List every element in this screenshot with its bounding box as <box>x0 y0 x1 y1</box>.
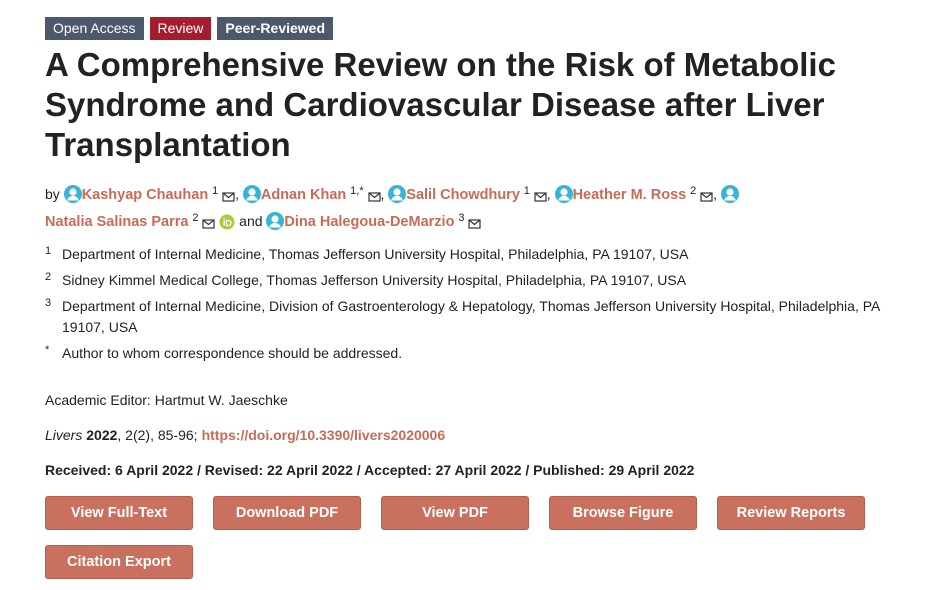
badge: Open Access <box>45 17 144 40</box>
author-affiliation: 3 <box>458 212 465 224</box>
email-icon-svg <box>700 192 713 202</box>
author: Heather M. Ross 2 , <box>554 185 717 203</box>
author: Salil Chowdhury 1 , <box>388 185 551 203</box>
doi-link[interactable]: https://doi.org/10.3390/livers2020006 <box>201 427 446 443</box>
email-icon-svg <box>367 192 381 202</box>
email-icon[interactable] <box>367 187 381 210</box>
buttons: View Full-Text Download PDF View PDF Browse… <box>45 496 905 579</box>
affiliation-text: Author to whom correspondence should be … <box>62 345 403 361</box>
email-icon-svg <box>222 192 235 202</box>
author-name[interactable]: Salil Chowdhury <box>406 187 520 203</box>
badge: Review <box>149 17 212 40</box>
author-affiliation: 1 <box>212 185 219 197</box>
orcid-icon-svg <box>219 214 235 230</box>
and: and <box>239 213 263 229</box>
affiliation-mark: 1 <box>45 245 52 257</box>
author-icon <box>242 185 261 210</box>
badge: Peer-Reviewed <box>217 17 334 40</box>
author: Natalia Salinas Parra 2 <box>45 185 739 230</box>
email-icon[interactable] <box>202 214 215 237</box>
email-icon[interactable] <box>468 214 481 237</box>
affiliation-mark: 3 <box>45 297 52 309</box>
email-icon-svg <box>202 219 215 229</box>
author-affiliation: 2 <box>690 185 697 197</box>
author-name[interactable]: Natalia Salinas Parra <box>45 214 189 230</box>
author-affiliation: 2 <box>192 212 199 224</box>
affiliation-mark: * <box>45 344 50 356</box>
separator: , <box>713 186 717 202</box>
author-name[interactable]: Adnan Khan <box>260 187 347 203</box>
author-icon-svg <box>388 185 407 203</box>
citation-details: , 2(2), 85-96; <box>117 427 198 443</box>
by: by <box>45 186 60 202</box>
author-icon-svg <box>266 212 285 230</box>
separator: , <box>380 186 385 202</box>
author-icon-svg <box>554 185 573 203</box>
affiliations: 1 Department of Internal Medicine, Thomas… <box>45 244 915 369</box>
email-icon[interactable] <box>700 187 713 210</box>
affiliation: 1 Department of Internal Medicine, Thomas… <box>45 244 915 265</box>
affiliation: * Author to whom correspondence should be… <box>45 343 915 364</box>
email-icon-svg <box>468 219 481 229</box>
affiliation: 2 Sidney Kimmel Medical College, Thomas J… <box>45 270 915 291</box>
author-affiliation: 1 <box>523 185 530 197</box>
author-icon <box>266 212 285 237</box>
author: Dina Halegoua-DeMarzio 3 <box>266 212 481 230</box>
affiliation-text: Department of Internal Medicine, Thomas … <box>62 246 689 262</box>
author-name[interactable]: Kashyap Chauhan <box>81 187 209 203</box>
separator: , <box>235 186 239 202</box>
author-name[interactable]: Heather M. Ross <box>572 187 687 203</box>
author-icon-svg <box>63 185 82 203</box>
button[interactable]: View Full-Text <box>45 496 193 530</box>
separator: , <box>546 186 551 202</box>
citation: Livers 2022, 2(2), 85-96; https://doi.org… <box>45 427 445 443</box>
author-affiliation: 1,* <box>350 185 364 197</box>
badges: Open Access Review Peer-Reviewed <box>45 17 334 40</box>
email-icon-svg <box>534 192 547 202</box>
journal: Livers <box>45 427 83 443</box>
author-icon <box>388 185 407 210</box>
affiliation: 3 Department of Internal Medicine, Divisi… <box>45 296 915 338</box>
author-icon <box>720 185 739 210</box>
author: Kashyap Chauhan 1 , <box>63 185 239 203</box>
title: A Comprehensive Review on the Risk of Me… <box>45 46 836 163</box>
button[interactable]: Review Reports <box>717 496 865 530</box>
author-icon-svg <box>720 185 739 203</box>
affiliation-text: Department of Internal Medicine, Divisio… <box>62 298 880 335</box>
year: 2022 <box>86 427 118 443</box>
author-icon <box>63 185 82 210</box>
affiliation-mark: 2 <box>45 271 52 283</box>
author-icon-svg <box>242 185 261 203</box>
email-icon[interactable] <box>222 187 235 210</box>
button[interactable]: Download PDF <box>213 496 361 530</box>
orcid-icon[interactable] <box>219 214 235 237</box>
button[interactable]: Citation Export <box>45 545 193 579</box>
authors: by Kashyap Chauhan 1 , Adnan Khan 1,* , … <box>45 183 770 237</box>
email-icon[interactable] <box>534 187 547 210</box>
button[interactable]: Browse Figure <box>549 496 697 530</box>
author-name[interactable]: Dina Halegoua-DeMarzio <box>284 214 455 230</box>
dates: Received: 6 April 2022 / Revised: 22 Apr… <box>45 462 695 478</box>
author: Adnan Khan 1,* , <box>242 185 385 203</box>
affiliation-text: Sidney Kimmel Medical College, Thomas Je… <box>62 272 687 288</box>
academic-editor: Academic Editor: Hartmut W. Jaeschke <box>45 392 288 408</box>
author-icon <box>554 185 573 210</box>
button[interactable]: View PDF <box>381 496 529 530</box>
